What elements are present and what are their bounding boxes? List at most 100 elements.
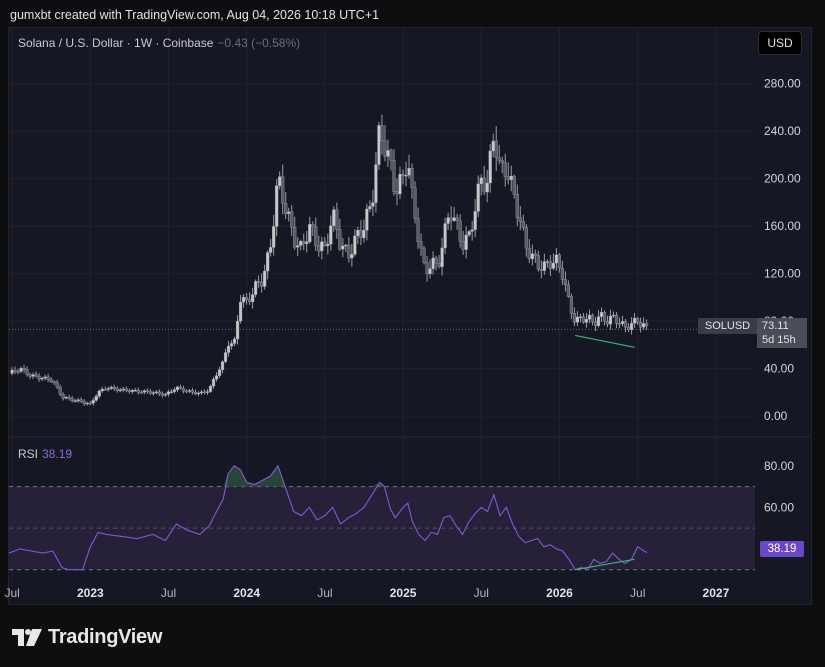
y-tick-label: 280.00 — [764, 77, 801, 91]
candle-body — [151, 392, 155, 394]
candle-body — [142, 390, 146, 393]
brand-footer[interactable]: TradingView — [12, 626, 162, 649]
candle-body — [344, 244, 348, 247]
candle-body — [244, 297, 249, 300]
candle-body — [479, 177, 483, 185]
candle-body — [617, 323, 622, 325]
candle-body — [257, 281, 261, 283]
candle-body — [67, 397, 71, 399]
candle-body — [64, 397, 68, 399]
candle-body — [467, 231, 471, 236]
candle-body — [40, 377, 44, 380]
candle-body — [260, 281, 264, 287]
candle-body — [208, 385, 213, 392]
candle-body — [590, 314, 595, 323]
candle-body — [205, 391, 210, 393]
tradingview-logo-icon — [12, 629, 42, 646]
candle-body — [449, 217, 453, 221]
candle-body — [446, 217, 450, 224]
candle-body — [383, 140, 387, 157]
candle-body — [85, 402, 89, 405]
candle-body — [350, 254, 354, 259]
candle-body — [602, 312, 607, 322]
candle-body — [281, 176, 285, 204]
candle-body — [172, 389, 177, 392]
axis-layer: Jul 2023 Jul 2024 Jul 2025 Jul 2026 Jul 2027 0.00 4… — [4, 77, 801, 600]
candle-body — [470, 229, 474, 232]
candle-body — [500, 160, 504, 163]
price-divergence-line — [575, 334, 635, 348]
x-tick-label: 2024 — [233, 586, 260, 600]
candle-body — [509, 175, 513, 180]
candle-body — [410, 168, 414, 188]
candle-body — [569, 296, 574, 314]
candle-body — [645, 323, 649, 326]
candle-body — [491, 140, 495, 152]
candle-body — [251, 294, 255, 303]
candle-body — [166, 391, 171, 395]
candle-body — [88, 402, 92, 405]
candle-body — [229, 343, 234, 347]
candle-body — [431, 257, 435, 270]
candle-body — [175, 386, 180, 390]
candle-body — [515, 194, 519, 218]
candle-body — [497, 157, 501, 161]
candle-body — [380, 125, 384, 142]
candle-body — [476, 183, 480, 212]
price-change: −0.43 (−0.58%) — [217, 36, 301, 50]
rsi-y-tick-label: 60.00 — [764, 500, 794, 514]
candle-body — [308, 224, 312, 243]
candle-body — [178, 386, 183, 389]
candle-body — [581, 316, 586, 323]
y-tick-label: 240.00 — [764, 124, 801, 138]
candle-body — [371, 202, 375, 207]
candle-body — [482, 177, 486, 193]
candle-body — [404, 174, 408, 177]
candle-body — [136, 389, 140, 393]
candle-body — [115, 388, 119, 391]
candle-body — [578, 316, 583, 318]
candle-body — [329, 225, 333, 245]
candle-body — [263, 270, 267, 287]
candle-body — [575, 316, 580, 323]
candle-body — [368, 206, 372, 210]
rsi-divergence-line — [575, 558, 635, 571]
candle-body — [605, 321, 610, 325]
candle-body — [193, 392, 198, 395]
candle-body — [464, 234, 468, 250]
candle-body — [557, 254, 561, 269]
last-price: 73.11 — [762, 320, 789, 332]
x-tick-label: Jul — [161, 586, 176, 600]
candle-body — [217, 369, 222, 376]
x-tick-label: Jul — [474, 586, 489, 600]
candle-body — [521, 221, 525, 228]
candle-body — [169, 391, 174, 393]
symbol-name: Solana / U.S. Dollar · 1W · Coinbase — [18, 36, 214, 50]
candle-body — [398, 173, 402, 195]
candle-body — [314, 226, 318, 246]
candle-body — [290, 211, 294, 228]
candle-body — [338, 229, 342, 250]
candle-body — [187, 390, 192, 392]
candle-body — [28, 374, 32, 377]
currency-button[interactable]: USD — [758, 31, 802, 55]
attribution-caption: gumxbt created with TradingView.com, Aug… — [10, 8, 380, 22]
candle-body — [145, 390, 149, 392]
candle-body — [202, 391, 207, 394]
candle-body — [124, 388, 128, 391]
candle-body — [76, 399, 80, 401]
candle-body — [407, 168, 411, 176]
candle-body — [154, 391, 158, 394]
candle-body — [196, 392, 201, 395]
candle-body — [530, 253, 534, 260]
candle-body — [16, 371, 20, 373]
candle-body — [473, 211, 477, 230]
candle-body — [43, 376, 47, 379]
candle-body — [287, 211, 291, 215]
candle-body — [512, 175, 516, 195]
candle-body — [61, 394, 65, 399]
candle-body — [79, 399, 83, 402]
rsi-value-label: 38.19 — [760, 541, 804, 557]
candle-body — [401, 173, 405, 176]
